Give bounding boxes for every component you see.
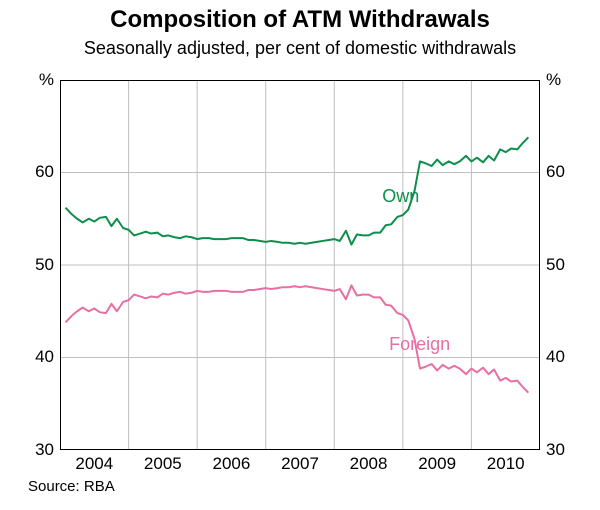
- plot-area: [60, 80, 540, 450]
- chart-subtitle: Seasonally adjusted, per cent of domesti…: [0, 38, 600, 59]
- x-tick: 2004: [75, 454, 113, 474]
- chart-container: Composition of ATM Withdrawals Seasonall…: [0, 0, 600, 510]
- x-tick: 2007: [281, 454, 319, 474]
- x-tick: 2009: [418, 454, 456, 474]
- x-tick: 2005: [144, 454, 182, 474]
- series-line-own: [65, 137, 528, 244]
- series-label-foreign: Foreign: [389, 334, 450, 355]
- y-unit-left: %: [39, 70, 54, 90]
- y-tick-right: 50: [546, 255, 565, 275]
- y-tick-left: 30: [35, 440, 54, 460]
- x-tick: 2006: [213, 454, 251, 474]
- series-line-foreign: [65, 285, 528, 392]
- y-tick-left: 40: [35, 347, 54, 367]
- y-tick-right: 40: [546, 347, 565, 367]
- chart-title: Composition of ATM Withdrawals: [0, 6, 600, 34]
- y-unit-right: %: [546, 70, 561, 90]
- y-tick-right: 60: [546, 162, 565, 182]
- x-tick: 2010: [487, 454, 525, 474]
- y-tick-left: 50: [35, 255, 54, 275]
- plot-svg: [60, 80, 540, 450]
- y-tick-right: 30: [546, 440, 565, 460]
- chart-source: Source: RBA: [28, 478, 115, 495]
- x-tick: 2008: [350, 454, 388, 474]
- y-tick-left: 60: [35, 162, 54, 182]
- series-label-own: Own: [382, 186, 419, 207]
